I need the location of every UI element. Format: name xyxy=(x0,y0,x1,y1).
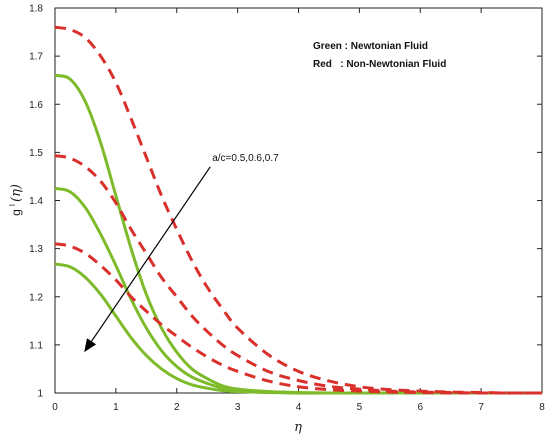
newtonian-curve-2 xyxy=(54,262,542,395)
x-tick-label: 4 xyxy=(296,402,302,413)
x-tick-label: 5 xyxy=(357,402,363,413)
y-tick-label: 1.5 xyxy=(29,148,43,159)
annotation-arrowhead xyxy=(84,338,97,353)
legend-entry-non-newtonian: Red : Non-Newtonian Fluid xyxy=(313,59,446,70)
legend: Green : Newtonian Fluid Red : Non-Newton… xyxy=(313,41,446,70)
x-tick-label: 0 xyxy=(52,402,58,413)
axis-ticks: 0 1 2 3 4 5 6 7 811.11.21.31.41.51.61.71.8 xyxy=(29,4,545,414)
svg-text:gI(η): g I (η) xyxy=(8,184,24,216)
non-newtonian-curve-4 xyxy=(54,154,542,395)
x-tick-label: 6 xyxy=(417,402,423,413)
y-axis-label: g I (η) xyxy=(8,184,24,216)
x-tick-label: 7 xyxy=(478,402,484,413)
x-tick-label: 1 xyxy=(113,402,119,413)
x-tick-label: 2 xyxy=(174,402,180,413)
newtonian-curve-0 xyxy=(54,73,542,395)
x-tick-label: 3 xyxy=(235,402,241,413)
annotation-group: a/c=0.5,0.6,0.7 xyxy=(84,153,279,353)
newtonian-curve-1 xyxy=(54,186,542,395)
y-tick-label: 1.2 xyxy=(29,292,43,303)
annotation-label: a/c=0.5,0.6,0.7 xyxy=(212,153,279,164)
x-axis-label: η xyxy=(294,420,302,435)
annotation-arrow xyxy=(91,166,211,342)
non-newtonian-curve-5 xyxy=(54,242,542,395)
y-axis-label-arg: (η) xyxy=(9,184,24,202)
series-lines xyxy=(54,25,543,395)
y-tick-label: 1.3 xyxy=(29,244,43,255)
y-tick-label: 1 xyxy=(37,389,43,400)
y-tick-label: 1.4 xyxy=(29,196,43,207)
y-tick-label: 1.7 xyxy=(29,52,43,63)
y-axis-label-super: I xyxy=(8,204,17,206)
non-newtonian-curve-3 xyxy=(54,25,543,395)
y-tick-label: 1.8 xyxy=(29,4,43,15)
y-axis-label-main: g xyxy=(9,209,23,216)
x-tick-label: 8 xyxy=(539,402,545,413)
y-tick-label: 1.1 xyxy=(29,340,43,351)
y-tick-label: 1.6 xyxy=(29,100,43,111)
legend-entry-newtonian: Green : Newtonian Fluid xyxy=(313,41,428,52)
